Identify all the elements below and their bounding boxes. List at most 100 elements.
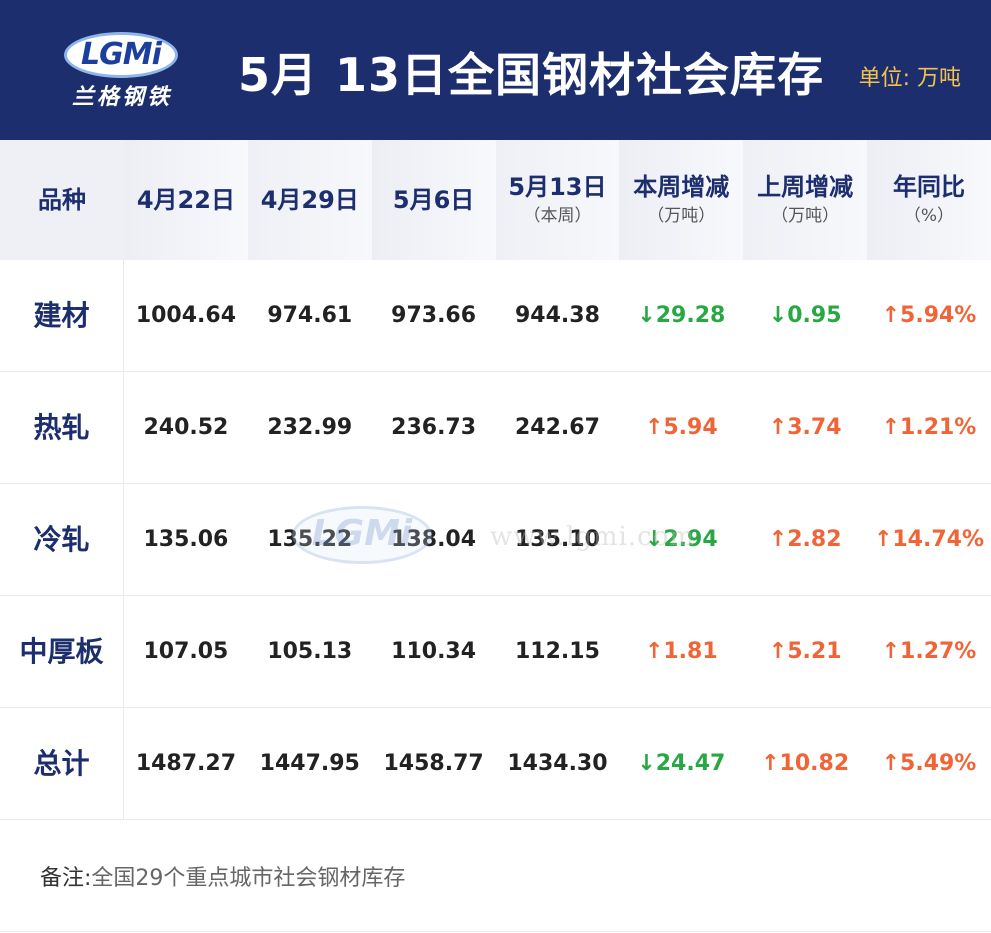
value-cell: 236.73 [372, 372, 496, 483]
header-sublabel: （万吨） [771, 206, 840, 226]
row-variety-cell: 总计 [0, 708, 124, 819]
value-apr22: 1487.27 [135, 750, 237, 776]
row-variety-cell: 中厚板 [0, 596, 124, 707]
value-cell: ↑1.27% [867, 596, 991, 707]
bottom-divider [0, 931, 991, 932]
value-cell: ↑3.74 [743, 372, 867, 483]
unit-label: 单位: 万吨 [858, 66, 961, 91]
value-apr29: 232.99 [267, 414, 353, 440]
table-row: 中厚板 107.05 105.13 110.34 112.15 ↑1.81 ↑5… [0, 596, 991, 708]
value-cell: 240.52 [124, 372, 248, 483]
table-header-row: 品种 4月22日 4月29日 5月6日 5月13日 （本周） 本周增减 （万吨）… [0, 140, 991, 260]
last-week-change: ↓0.95 [768, 302, 842, 328]
value-may13: 944.38 [515, 302, 600, 328]
value-cell: 107.05 [124, 596, 248, 707]
header-cell-apr29: 4月29日 [247, 140, 372, 260]
header-label: 4月29日 [260, 186, 359, 214]
yoy-change: ↑14.74% [873, 526, 985, 552]
week-change: ↑5.94 [644, 414, 718, 440]
value-cell: ↑10.82 [743, 708, 867, 819]
value-cell: 1458.77 [372, 708, 496, 819]
footnote-text: 全国29个重点城市社会钢材库存 [91, 866, 406, 891]
logo-chinese-name: 兰格钢铁 [71, 84, 172, 110]
value-cell: 1487.27 [124, 708, 248, 819]
value-may6: 1458.77 [383, 750, 484, 776]
logo-oval [64, 32, 178, 78]
table-row: 建材 1004.64 974.61 973.66 944.38 ↓29.28 ↓… [0, 260, 991, 372]
value-cell: 944.38 [496, 260, 620, 371]
value-may6: 236.73 [391, 414, 477, 440]
value-cell: 110.34 [372, 596, 496, 707]
value-may13: 242.67 [515, 414, 600, 440]
variety-name: 总计 [33, 746, 90, 780]
header-label: 4月22日 [136, 186, 235, 214]
table-row: 冷轧 135.06 135.22 138.04 135.10 ↓2.94 ↑2.… [0, 484, 991, 596]
yoy-change: ↑5.94% [881, 302, 977, 328]
value-cell: ↑2.82 [743, 484, 867, 595]
value-apr29: 1447.95 [259, 750, 360, 776]
value-apr29: 105.13 [267, 638, 353, 664]
row-variety-cell: 冷轧 [0, 484, 124, 595]
value-cell: ↑1.21% [867, 372, 991, 483]
value-may13: 1434.30 [507, 750, 608, 776]
value-cell: ↑5.94% [867, 260, 991, 371]
value-cell: ↑14.74% [867, 484, 991, 595]
header-label: 5月13日 [508, 173, 607, 201]
value-cell: 135.06 [124, 484, 248, 595]
value-cell: 138.04 [372, 484, 496, 595]
value-cell: 105.13 [248, 596, 372, 707]
header-sublabel: （本周） [523, 206, 592, 226]
value-cell: 1447.95 [248, 708, 372, 819]
footnote-label: 备注: [40, 866, 92, 891]
last-week-change: ↑2.82 [768, 526, 842, 552]
header-label: 上周增减 [757, 173, 854, 201]
value-cell: 973.66 [372, 260, 496, 371]
last-week-change: ↑3.74 [768, 414, 842, 440]
table-row-total: 总计 1487.27 1447.95 1458.77 1434.30 ↓24.4… [0, 708, 991, 820]
header-label: 品种 [38, 186, 86, 214]
value-may6: 110.34 [391, 638, 477, 664]
value-cell: ↓2.94 [619, 484, 743, 595]
value-apr29: 135.22 [267, 526, 353, 552]
value-cell: ↓29.28 [619, 260, 743, 371]
row-variety-cell: 热轧 [0, 372, 124, 483]
value-apr29: 974.61 [267, 302, 353, 328]
value-cell: ↓0.95 [743, 260, 867, 371]
header-cell-may6: 5月6日 [371, 140, 496, 260]
value-cell: 242.67 [496, 372, 620, 483]
table-row: 热轧 240.52 232.99 236.73 242.67 ↑5.94 ↑3.… [0, 372, 991, 484]
yoy-change: ↑1.27% [881, 638, 977, 664]
header-label: 本周增减 [633, 173, 730, 201]
value-apr22: 135.06 [143, 526, 229, 552]
header-sublabel: （万吨） [647, 206, 716, 226]
value-cell: 135.22 [248, 484, 372, 595]
week-change: ↑1.81 [644, 638, 718, 664]
value-may13: 135.10 [515, 526, 600, 552]
footnote: 备注:全国29个重点城市社会钢材库存 [40, 864, 405, 894]
value-cell: ↑1.81 [619, 596, 743, 707]
page-title: 5月 13日全国钢材社会库存 [238, 48, 825, 102]
last-week-change: ↑10.82 [761, 750, 850, 776]
header-cell-may13: 5月13日 （本周） [495, 140, 620, 260]
row-variety-cell: 建材 [0, 260, 124, 371]
value-cell: 1434.30 [496, 708, 620, 819]
value-cell: 1004.64 [124, 260, 248, 371]
value-may6: 138.04 [391, 526, 477, 552]
value-apr22: 1004.64 [135, 302, 237, 328]
week-change: ↓29.28 [637, 302, 726, 328]
value-cell: 974.61 [248, 260, 372, 371]
yoy-change: ↑1.21% [881, 414, 977, 440]
variety-name: 中厚板 [19, 634, 104, 668]
week-change: ↓24.47 [637, 750, 726, 776]
last-week-change: ↑5.21 [768, 638, 842, 664]
week-change: ↓2.94 [644, 526, 718, 552]
variety-name: 冷轧 [33, 522, 90, 556]
variety-name: 热轧 [33, 410, 90, 444]
value-cell: ↑5.49% [867, 708, 991, 819]
header-cell-yoy: 年同比 （%） [867, 140, 991, 260]
logo-letters: LGMi [81, 37, 162, 72]
header-banner: LGMi 兰格钢铁 5月 13日全国钢材社会库存 单位: 万吨 [0, 0, 991, 140]
header-cell-variety: 品种 [0, 140, 124, 260]
inventory-table: 品种 4月22日 4月29日 5月6日 5月13日 （本周） 本周增减 （万吨）… [0, 140, 991, 820]
header-sublabel: （%） [903, 206, 955, 226]
